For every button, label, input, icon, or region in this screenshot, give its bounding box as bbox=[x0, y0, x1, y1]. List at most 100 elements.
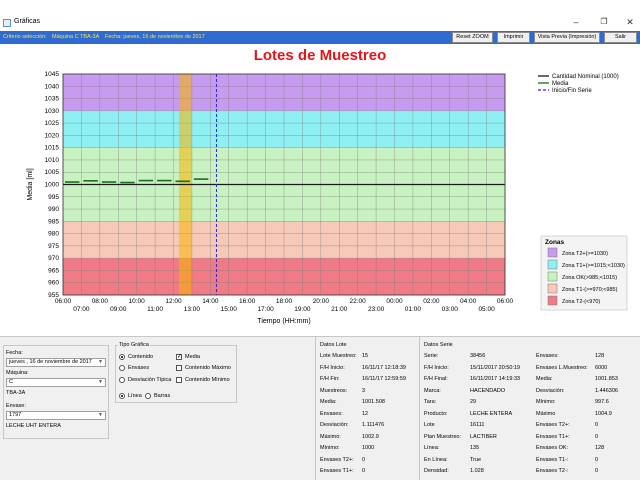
y-tick-label: 955 bbox=[48, 292, 59, 299]
field-label: Envases T2+: bbox=[320, 456, 354, 463]
toolbar: Criterio selección: Máquina C TBA-3A Fec… bbox=[0, 31, 640, 44]
field-value: 1002.9 bbox=[362, 433, 379, 440]
x-tick-label: 02:00 bbox=[423, 298, 440, 305]
x-tick-label: 05:00 bbox=[478, 306, 495, 313]
y-tick-label: 1045 bbox=[45, 71, 60, 78]
field-label: Lote bbox=[424, 422, 435, 428]
x-tick-label: 04:00 bbox=[460, 298, 477, 305]
zone-label: Zona OK(>985;<1015) bbox=[562, 275, 617, 281]
print-button[interactable]: Imprimir bbox=[497, 32, 530, 43]
field-label: Serie: bbox=[424, 353, 439, 359]
field-value: 0 bbox=[362, 468, 366, 474]
x-tick-label: 17:00 bbox=[257, 306, 274, 313]
print-preview-button[interactable]: Vista Previa (Impresión) bbox=[534, 32, 600, 43]
radio-envases[interactable] bbox=[119, 365, 125, 371]
field-label: Envases T2-: bbox=[536, 468, 569, 474]
field-label: Envases OK: bbox=[536, 445, 569, 451]
bottom-panel: Fecha: jueves , 16 de noviembre de 2017 ▼… bbox=[0, 336, 640, 480]
y-tick-label: 970 bbox=[48, 255, 59, 262]
check-contenido-minimo[interactable] bbox=[176, 377, 182, 383]
y-tick-label: 975 bbox=[48, 243, 59, 250]
field-value: 29 bbox=[470, 399, 477, 405]
zone-label: Zona T2+(>=1030) bbox=[562, 251, 608, 257]
field-label: Mínimo: bbox=[536, 399, 556, 405]
envase-label: Envase: bbox=[6, 403, 26, 409]
zone-swatch bbox=[547, 247, 558, 258]
check-contenido-maximo[interactable] bbox=[176, 365, 182, 371]
field-label: Envases T1+: bbox=[320, 468, 354, 474]
fecha-label: Fecha: bbox=[6, 350, 23, 356]
criteria-machine: Máquina C TBA-3A bbox=[52, 34, 100, 40]
field-value: 997.6 bbox=[595, 399, 609, 405]
y-tick-label: 1010 bbox=[45, 157, 60, 164]
exit-button[interactable]: Salir bbox=[604, 32, 637, 43]
close-icon[interactable]: ✕ bbox=[626, 17, 634, 27]
radio-linea[interactable] bbox=[119, 393, 125, 399]
field-label: Desviación: bbox=[320, 422, 349, 428]
x-tick-label: 16:00 bbox=[239, 298, 256, 305]
radio-desviacion[interactable] bbox=[119, 377, 125, 383]
field-label: Envases: bbox=[536, 353, 559, 359]
radio-barras[interactable] bbox=[145, 393, 151, 399]
panel-divider bbox=[419, 337, 420, 480]
x-tick-label: 09:00 bbox=[110, 306, 127, 313]
fecha-picker[interactable]: jueves , 16 de noviembre de 2017 ▼ bbox=[6, 358, 106, 367]
field-label: Plan Muestreo: bbox=[424, 433, 461, 440]
field-value: 12 bbox=[362, 410, 369, 417]
radio-contenido[interactable] bbox=[119, 354, 125, 360]
app-icon bbox=[3, 19, 11, 27]
field-value: 1.111476 bbox=[362, 422, 385, 428]
field-value: 38456 bbox=[470, 353, 486, 359]
legend-label: Media bbox=[552, 81, 569, 87]
x-tick-label: 14:00 bbox=[202, 298, 219, 305]
maquina-code: TBA-3A bbox=[6, 390, 26, 396]
maquina-select[interactable]: C ▼ bbox=[6, 378, 106, 387]
field-label: En Línea: bbox=[424, 456, 448, 463]
field-value: 0 bbox=[595, 433, 599, 440]
field-value: 0 bbox=[595, 468, 599, 474]
check-media[interactable]: ✓ bbox=[176, 354, 183, 360]
zone-label: Zona T1-(>=970;<985) bbox=[562, 287, 618, 293]
filter-group bbox=[3, 345, 109, 439]
chart-area[interactable]: 955 960 965 970 975 980 985 990 995 1000 1005 1010 1… bbox=[0, 62, 640, 334]
y-tick-label: 995 bbox=[48, 194, 59, 201]
x-tick-label: 07:00 bbox=[73, 306, 90, 313]
field-value: 135 bbox=[470, 445, 480, 451]
field-value: HACENDADO bbox=[470, 387, 506, 394]
x-tick-label: 23:00 bbox=[368, 306, 385, 313]
x-tick-label: 20:00 bbox=[313, 298, 330, 305]
criteria-label: Criterio selección: bbox=[3, 34, 47, 40]
check-contenido-maximo-label: Contenido Máximo bbox=[185, 365, 231, 371]
x-tick-label: 01:00 bbox=[405, 306, 422, 313]
y-tick-label: 960 bbox=[48, 280, 59, 287]
x-tick-label: 08:00 bbox=[92, 298, 109, 305]
restore-icon[interactable]: ❐ bbox=[600, 17, 608, 26]
field-label: Envases T2+: bbox=[536, 422, 570, 428]
reset-zoom-button[interactable]: Reset ZOOM bbox=[452, 32, 493, 43]
datos-lote-title: Datos Lote bbox=[320, 342, 347, 348]
field-label: F/H Inicio: bbox=[320, 364, 345, 371]
chart-title: Lotes de Muestreo bbox=[253, 47, 387, 64]
field-value: 0 bbox=[595, 422, 599, 428]
plot-border bbox=[62, 73, 506, 296]
radio-linea-label: Línea bbox=[128, 393, 142, 399]
check-media-label: Media bbox=[185, 354, 200, 360]
y-tick-label: 1040 bbox=[45, 83, 60, 90]
field-label: Tara: bbox=[424, 399, 437, 405]
field-label: Lote Muestreo: bbox=[320, 353, 357, 359]
zone-swatch bbox=[547, 283, 558, 294]
envase-select[interactable]: 1797 ▼ bbox=[6, 411, 106, 420]
field-label: Envases L.Muestreo: bbox=[536, 364, 588, 371]
field-value: 0 bbox=[362, 456, 366, 463]
minimize-icon[interactable]: – bbox=[573, 17, 579, 27]
field-value: True bbox=[470, 456, 482, 463]
radio-contenido-label: Contenido bbox=[128, 354, 154, 360]
field-value: 1.446306 bbox=[595, 387, 618, 394]
radio-desviacion-label: Desviación Típica bbox=[128, 377, 172, 383]
x-tick-label: 19:00 bbox=[294, 306, 311, 313]
x-tick-label: 12:00 bbox=[165, 298, 182, 305]
field-value: 16/11/17 12:18:39 bbox=[362, 364, 406, 371]
field-value: 1000 bbox=[362, 445, 375, 451]
y-axis-label: Media [ml] bbox=[27, 168, 34, 200]
